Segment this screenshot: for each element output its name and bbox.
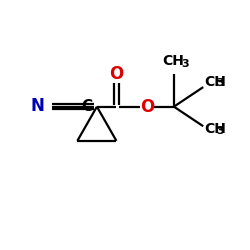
Text: O: O xyxy=(109,65,124,83)
Text: 3: 3 xyxy=(217,126,224,136)
Text: C: C xyxy=(81,99,92,114)
Text: CH: CH xyxy=(162,54,184,68)
Text: CH: CH xyxy=(204,75,226,89)
Text: O: O xyxy=(140,98,154,116)
Text: N: N xyxy=(31,97,45,115)
Text: CH: CH xyxy=(204,122,226,136)
Text: 3: 3 xyxy=(182,59,189,69)
Text: 3: 3 xyxy=(217,78,224,88)
